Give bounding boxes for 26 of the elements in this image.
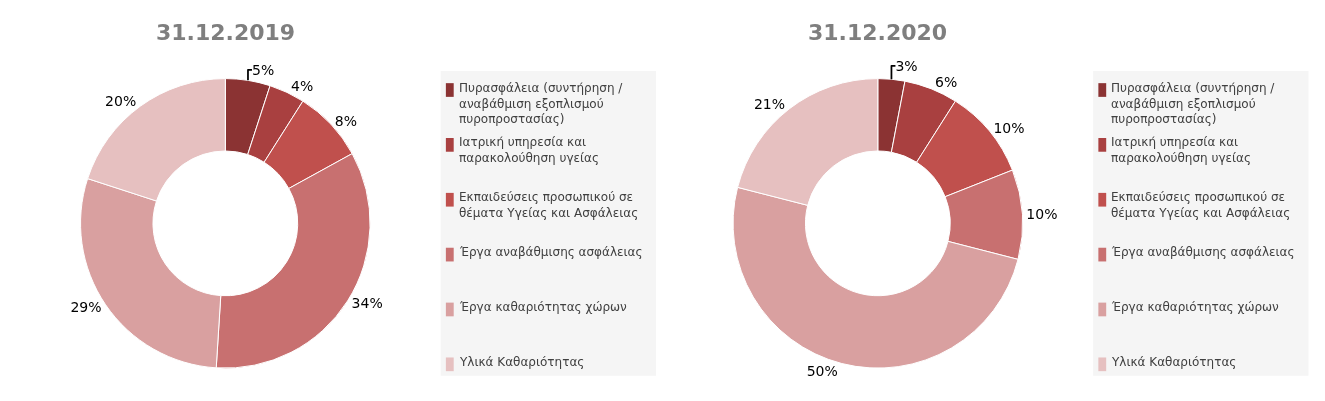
legend-label: Υλικά Καθαριότητας [459,355,585,369]
legend-label: Έργα καθαριότητας χώρων [1111,300,1280,314]
data-label: 50% [806,363,838,380]
legend-label: Ιατρική υπηρεσία και παρακολούθηση υγείας [1111,135,1251,165]
data-label: 6% [935,73,958,90]
legend-label: Εκπαιδεύσεις προσωπικού σε θέματα Υγείας και Ασφάλειας [459,190,639,220]
legend-label: Εκπαιδεύσεις προσωπικού σε θέματα Υγείας και Ασφάλειας [1111,190,1291,220]
chart-title: 31.12.2020 [808,20,948,45]
data-label: 34% [351,295,383,312]
data-label: 20% [105,92,137,109]
chart-title: 31.12.2019 [156,20,296,45]
legend-label: Έργα αναβάθμισης ασφάλειας [1111,245,1295,259]
legend-label: Έργα καθαριότητας χώρων [459,300,628,314]
data-label: 3% [895,57,918,74]
legend-label: Υλικά Καθαριότητας [1111,355,1237,369]
legend-label: Πυρασφάλεια (συντήρηση / αναβάθμιση εξοπλισμού πυροπροστασίας) [459,81,624,127]
legend-label: Ιατρική υπηρεσία και παρακολούθηση υγείας [459,135,599,165]
data-label: 10% [993,119,1025,136]
data-label: 21% [753,95,786,112]
data-label: 4% [290,77,314,94]
data-label: 5% [251,61,275,78]
data-label: 10% [1026,206,1058,223]
data-label: 8% [334,112,358,129]
data-label: 29% [70,299,102,316]
legend-label: Έργα αναβάθμισης ασφάλειας [459,245,643,259]
legend-label: Πυρασφάλεια (συντήρηση / αναβάθμιση εξοπλισμού πυροπροστασίας) [1111,81,1276,127]
